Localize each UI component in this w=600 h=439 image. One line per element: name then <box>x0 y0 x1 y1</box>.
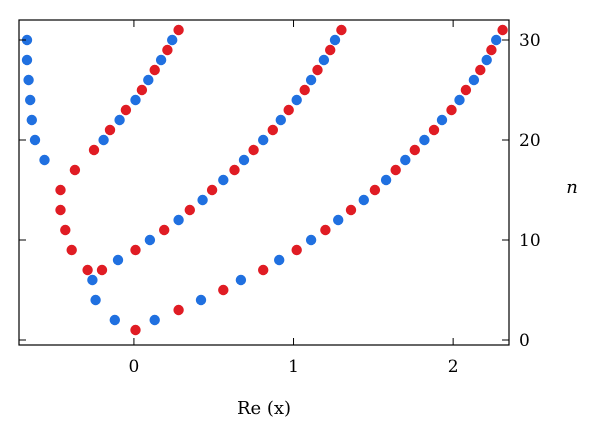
data-point-red-38 <box>136 84 148 96</box>
data-point-blue-38 <box>114 114 125 126</box>
y-tick-label-2: 20 <box>519 131 541 151</box>
data-point-blue-32 <box>26 114 37 126</box>
x-axis-label: Re (x) <box>237 398 291 419</box>
data-point-red-41 <box>173 24 184 36</box>
data-point-blue-21 <box>358 194 369 206</box>
data-point-blue-9 <box>238 154 250 166</box>
data-point-blue-3 <box>87 274 98 286</box>
data-point-red-31 <box>60 224 71 236</box>
data-point-blue-8 <box>218 174 229 186</box>
data-point-blue-19 <box>305 234 317 246</box>
data-point-red-10 <box>428 124 440 136</box>
data-point-red-19 <box>159 224 170 236</box>
data-point-red-22 <box>229 164 240 176</box>
data-point-blue-4 <box>112 254 124 266</box>
y-tick-label-3: 30 <box>519 31 541 51</box>
data-point-red-23 <box>248 144 259 156</box>
data-point-blue-28 <box>481 54 492 66</box>
data-point-red-15 <box>497 24 508 36</box>
data-point-red-35 <box>88 144 100 156</box>
data-point-red-37 <box>120 104 132 116</box>
data-point-red-30 <box>66 244 77 256</box>
data-point-blue-15 <box>329 34 341 46</box>
x-tick-label-1: 1 <box>288 357 299 377</box>
data-point-red-12 <box>460 84 472 96</box>
data-point-red-7 <box>369 184 381 196</box>
data-point-blue-12 <box>291 94 302 106</box>
x-ticks: 0 1 2 <box>129 20 459 377</box>
data-point-blue-0 <box>149 314 160 326</box>
data-point-red-17 <box>96 264 108 276</box>
data-point-blue-34 <box>23 74 34 86</box>
data-point-blue-35 <box>21 54 33 66</box>
data-point-red-25 <box>283 104 294 116</box>
data-point-blue-10 <box>258 134 269 146</box>
data-point-blue-40 <box>143 74 154 86</box>
data-point-blue-41 <box>155 54 167 66</box>
data-point-red-40 <box>162 44 173 56</box>
data-point-red-20 <box>184 204 195 216</box>
data-point-blue-11 <box>275 114 286 126</box>
data-point-blue-22 <box>380 174 392 186</box>
data-point-blue-33 <box>25 94 36 106</box>
plot-frame <box>18 19 510 346</box>
y-ticks: 0 10 20 30 <box>19 31 541 351</box>
data-point-blue-31 <box>29 134 41 146</box>
data-point-red-0 <box>130 324 141 336</box>
data-point-blue-16 <box>195 294 207 306</box>
data-point-red-36 <box>104 124 116 136</box>
data-point-red-16 <box>82 264 93 276</box>
data-point-blue-26 <box>454 94 465 106</box>
data-point-blue-29 <box>491 34 502 46</box>
data-point-red-14 <box>486 44 497 56</box>
data-point-blue-13 <box>305 74 317 86</box>
data-point-blue-1 <box>109 314 121 326</box>
data-point-red-18 <box>130 244 141 256</box>
data-point-blue-5 <box>144 234 156 246</box>
data-point-blue-20 <box>333 214 344 226</box>
y-tick-label-0: 0 <box>519 331 530 351</box>
data-point-red-13 <box>475 64 486 76</box>
data-point-red-27 <box>312 64 323 76</box>
data-point-red-39 <box>149 64 160 76</box>
data-point-red-34 <box>69 164 81 176</box>
data-point-blue-17 <box>235 274 247 286</box>
data-point-blue-36 <box>21 34 33 46</box>
data-point-red-21 <box>206 184 218 196</box>
points-layer <box>21 24 508 336</box>
data-point-blue-24 <box>419 134 430 146</box>
data-point-blue-18 <box>274 254 285 266</box>
x-tick-label-0: 0 <box>129 357 140 377</box>
data-point-blue-14 <box>318 54 330 66</box>
data-point-red-1 <box>173 304 184 316</box>
data-point-blue-37 <box>98 134 109 146</box>
y-axis-label: n <box>566 177 578 198</box>
data-point-blue-23 <box>400 154 411 166</box>
data-point-blue-6 <box>173 214 184 226</box>
data-point-red-28 <box>325 44 336 56</box>
data-point-red-29 <box>336 24 347 36</box>
data-point-red-11 <box>446 104 457 116</box>
data-point-red-8 <box>390 164 401 176</box>
data-point-blue-7 <box>197 194 208 206</box>
data-point-red-4 <box>291 244 302 256</box>
data-point-red-3 <box>258 264 269 276</box>
data-point-red-32 <box>55 204 66 216</box>
data-point-red-24 <box>267 124 278 136</box>
data-point-red-5 <box>320 224 331 236</box>
data-point-blue-30 <box>39 154 50 166</box>
x-tick-label-2: 2 <box>448 357 459 377</box>
data-point-red-33 <box>55 184 66 196</box>
y-tick-label-1: 10 <box>519 231 541 251</box>
data-point-red-6 <box>345 204 357 216</box>
data-point-blue-2 <box>90 294 101 306</box>
data-point-blue-42 <box>167 34 178 46</box>
data-point-blue-25 <box>436 114 448 126</box>
data-point-red-2 <box>218 284 229 296</box>
data-point-blue-39 <box>130 94 141 106</box>
data-point-red-26 <box>299 84 310 96</box>
data-point-blue-27 <box>468 74 480 86</box>
data-point-red-9 <box>409 144 420 156</box>
